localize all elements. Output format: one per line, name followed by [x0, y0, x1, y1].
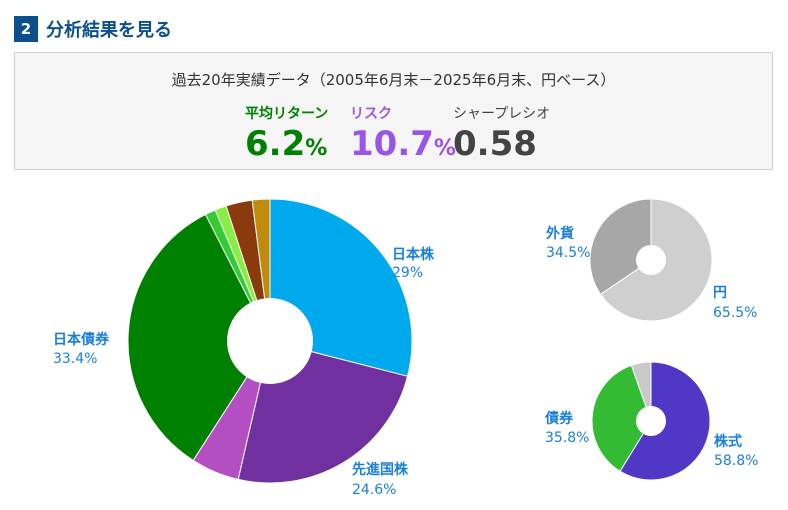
- period-text: 過去20年実績データ（2005年6月末－2025年6月末、円ベース）: [171, 71, 616, 89]
- sharpe-label: シャープレシオ: [453, 106, 551, 122]
- summary-panel: 過去20年実績データ（2005年6月末－2025年6月末、円ベース） 平均リター…: [14, 52, 773, 170]
- return-metric: 平均リターン 6.2%: [245, 103, 328, 168]
- currency-hole: [636, 245, 666, 275]
- label-japan-bonds: 日本債券: [53, 331, 110, 348]
- risk-value: 10.7: [350, 124, 434, 164]
- currency-donut: [589, 198, 713, 322]
- section-number-badge: 2: [14, 16, 38, 42]
- label-foreign-currency: 外貨: [546, 225, 574, 242]
- asset-allocation-donut: [127, 198, 413, 484]
- value-japan-stocks: 29%: [392, 265, 423, 281]
- value-yen: 65.5%: [713, 305, 757, 321]
- return-unit: %: [305, 136, 328, 161]
- main-slice-3: [127, 213, 271, 462]
- risk-value-wrap: 10.7%: [350, 125, 456, 168]
- sharpe-metric: シャープレシオ 0.58: [453, 103, 550, 163]
- value-developed-stocks: 24.6%: [352, 482, 396, 498]
- label-bonds: 債券: [544, 410, 574, 427]
- label-yen: 円: [713, 285, 727, 301]
- asset-type-donut: [591, 361, 711, 481]
- value-japan-bonds: 33.4%: [53, 351, 97, 367]
- type-slice-1: [591, 364, 652, 472]
- label-developed-stocks: 先進国株: [352, 461, 409, 478]
- sharpe-value: 0.58: [453, 124, 537, 164]
- value-foreign-currency: 34.5%: [546, 245, 590, 261]
- main-hole: [227, 298, 313, 384]
- return-value-wrap: 6.2%: [245, 125, 328, 168]
- value-stocks: 58.8%: [714, 453, 758, 469]
- section-title: 分析結果を見る: [46, 20, 172, 41]
- return-value: 6.2: [245, 124, 306, 164]
- value-bonds: 35.8%: [545, 430, 589, 446]
- type-slice-2: [630, 361, 652, 422]
- type-hole: [636, 406, 666, 436]
- risk-unit: %: [433, 136, 456, 161]
- label-japan-stocks: 日本株: [392, 246, 435, 263]
- risk-metric: リスク 10.7%: [350, 103, 456, 168]
- label-stocks: 株式: [714, 433, 742, 450]
- section-header: 2 分析結果を見る: [14, 14, 172, 44]
- currency-slice-1: [589, 198, 652, 295]
- return-label: 平均リターン: [245, 106, 329, 122]
- risk-label: リスク: [350, 106, 392, 122]
